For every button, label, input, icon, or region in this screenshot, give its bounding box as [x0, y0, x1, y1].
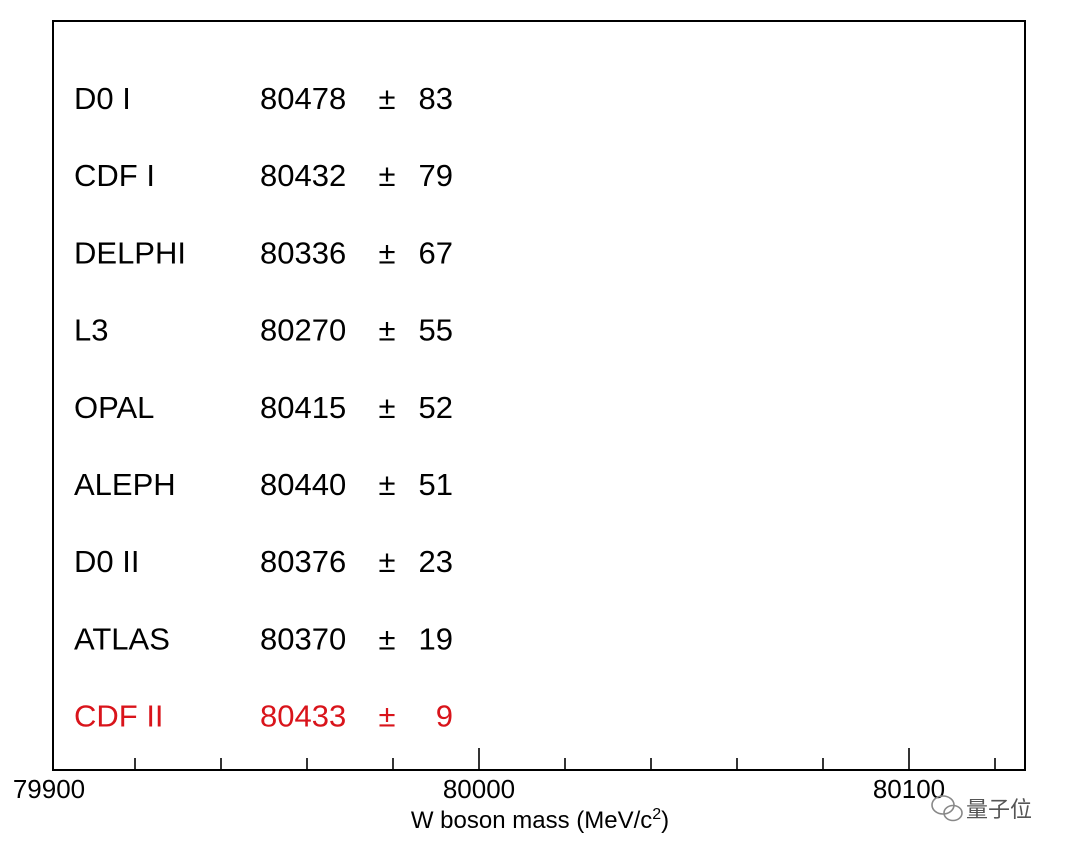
plus-minus-sign: ±: [378, 81, 395, 116]
mass-value: 80478: [260, 81, 346, 116]
mass-value: 80376: [260, 544, 346, 579]
measurement-row: DELPHI 80336 ±67: [74, 235, 453, 270]
measurement-row: ALEPH 80440 ±51: [74, 467, 453, 502]
mass-value: 80440: [260, 467, 346, 502]
experiment-name: CDF II: [74, 699, 164, 734]
mass-value: 80432: [260, 158, 346, 193]
plus-minus-sign: ±: [378, 390, 395, 425]
experiment-name: D0 II: [74, 544, 139, 579]
mass-value: 80270: [260, 313, 346, 348]
plus-minus-sign: ±: [378, 621, 395, 656]
x-axis-ticks: [134, 748, 996, 770]
plot-frame: [52, 20, 1026, 771]
measurement-rows: D0 I 80478 ±83 CDF I 80432 ±79 DELPHI 80336 ±67 L…: [74, 81, 453, 734]
x-tick-label: 80100: [873, 774, 945, 804]
measurement-row: CDF I 80432 ±79: [74, 158, 453, 193]
watermark-text: 量子位: [966, 798, 1032, 823]
measurement-row: D0 I 80478 ±83: [74, 81, 453, 116]
x-tick-label: 79900: [13, 774, 85, 804]
plus-minus-sign: ±: [378, 235, 395, 270]
experiment-name: ALEPH: [74, 467, 176, 502]
plus-minus-sign: ±: [378, 699, 395, 734]
mass-uncertainty: 51: [419, 467, 453, 502]
mass-uncertainty: 67: [419, 235, 453, 270]
x-axis-tick-labels: 79900800008010080200803008040080500: [13, 774, 945, 804]
experiment-name: DELPHI: [74, 235, 186, 270]
measurement-row: OPAL 80415 ±52: [74, 390, 453, 425]
x-tick-label: 80000: [443, 774, 515, 804]
mass-value: 80336: [260, 235, 346, 270]
mass-uncertainty: 52: [419, 390, 453, 425]
measurement-row: CDF II 80433 ±9: [74, 699, 453, 734]
mass-uncertainty: 9: [436, 699, 453, 734]
experiment-name: OPAL: [74, 390, 154, 425]
plus-minus-sign: ±: [378, 467, 395, 502]
measurement-row: D0 II 80376 ±23: [74, 544, 453, 579]
mass-value: 80433: [260, 699, 346, 734]
plus-minus-sign: ±: [378, 313, 395, 348]
experiment-name: CDF I: [74, 158, 155, 193]
mass-uncertainty: 79: [419, 158, 453, 193]
mass-value: 80370: [260, 621, 346, 656]
watermark: 量子位: [931, 795, 1032, 823]
x-axis-title-sup: 2: [652, 806, 661, 823]
x-axis-title: W boson mass (MeV/c2): [411, 806, 669, 834]
mass-uncertainty: 19: [419, 621, 453, 656]
wechat-icon: [931, 795, 963, 822]
x-axis-title-main: W boson mass (MeV/c: [411, 807, 652, 834]
mass-uncertainty: 23: [419, 544, 453, 579]
plus-minus-sign: ±: [378, 544, 395, 579]
measurement-row: ATLAS 80370 ±19: [74, 621, 453, 656]
mass-uncertainty: 55: [419, 313, 453, 348]
x-axis-title-suffix: ): [661, 807, 669, 834]
experiment-name: ATLAS: [74, 621, 170, 656]
experiment-name: L3: [74, 313, 108, 348]
experiment-name: D0 I: [74, 81, 131, 116]
mass-uncertainty: 83: [419, 81, 453, 116]
measurement-row: L3 80270 ±55: [74, 313, 453, 348]
plus-minus-sign: ±: [378, 158, 395, 193]
mass-value: 80415: [260, 390, 346, 425]
